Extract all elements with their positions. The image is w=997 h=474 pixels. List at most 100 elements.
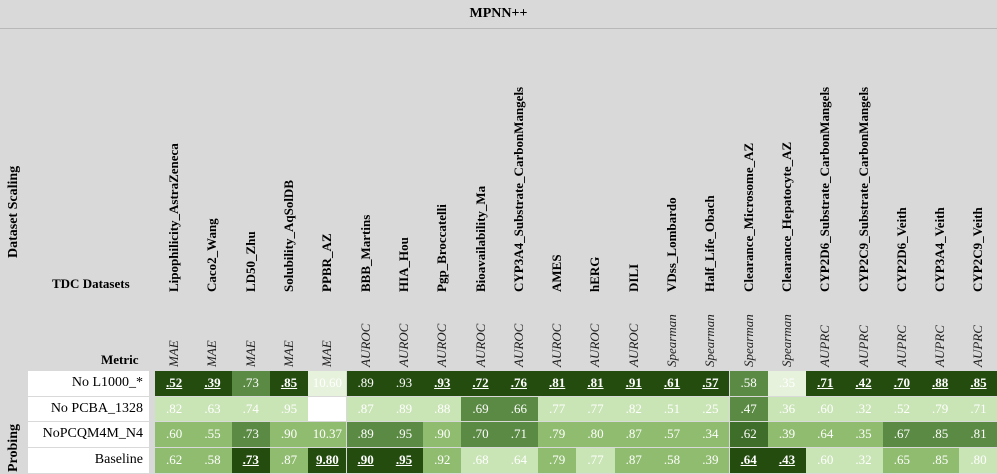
dataset-header: LD50_Zhu xyxy=(242,231,258,292)
metric-header: AUPRC xyxy=(855,325,871,367)
table-cell: .52 xyxy=(155,371,194,396)
metric-header: AUROC xyxy=(587,323,603,367)
metric-header: AUPRC xyxy=(817,325,833,367)
table-cell: .47 xyxy=(729,396,768,422)
table-cell: .74 xyxy=(231,396,270,422)
table-cell: .60 xyxy=(155,422,194,448)
table-cell: .88 xyxy=(423,396,462,422)
table-cell: .73 xyxy=(231,371,270,396)
table-cell: .85 xyxy=(959,371,997,396)
table-cell: .73 xyxy=(231,422,270,448)
table-cell: .61 xyxy=(652,371,692,396)
dataset-scaling-label: Dataset Scaling xyxy=(6,165,21,258)
table-cell: .81 xyxy=(538,371,577,396)
table-cell: .89 xyxy=(384,396,424,422)
metric-header: AUPRC xyxy=(893,325,909,367)
row-label: No PCBA_1328 xyxy=(28,396,149,422)
table-cell: .93 xyxy=(423,371,462,396)
table-cell: .79 xyxy=(538,422,577,448)
dataset-header: Clearance_Hepatocyte_AZ xyxy=(778,141,794,292)
table-cell: .81 xyxy=(576,371,615,396)
dataset-header: Caco2_Wang xyxy=(204,218,220,292)
table-cell: 10.60 xyxy=(308,371,347,396)
metric-header: Spearman xyxy=(740,314,756,367)
row-label: Baseline xyxy=(28,448,149,473)
table-cell: .76 xyxy=(499,371,538,396)
table-cell: .85 xyxy=(921,422,960,448)
table-cell: .91 xyxy=(614,371,653,396)
table-cell: .64 xyxy=(499,448,538,473)
table-cell: .42 xyxy=(844,371,883,396)
table-cell: .71 xyxy=(959,396,997,422)
dataset-header: Clearance_Microsome_AZ xyxy=(740,142,756,292)
table-cell: .63 xyxy=(193,396,232,422)
table-cell: .73 xyxy=(231,448,270,473)
metric-header: AUROC xyxy=(395,323,411,367)
table-cell: .95 xyxy=(269,396,309,422)
table-cell: .79 xyxy=(538,448,577,473)
metric-header: AUROC xyxy=(510,323,526,367)
table-cell: .87 xyxy=(269,448,309,473)
metric-header: AUPRC xyxy=(932,325,948,367)
dataset-header: CYP2D6_Veith xyxy=(893,207,909,292)
table-cell: .71 xyxy=(806,371,845,396)
table-cell: .32 xyxy=(844,448,883,473)
table-cell: .51 xyxy=(652,396,692,422)
table-cell: .60 xyxy=(806,448,845,473)
table-cell: .77 xyxy=(576,396,615,422)
table-cell: .57 xyxy=(691,371,730,396)
table-cell: 9.96 xyxy=(308,396,347,422)
table-cell: .57 xyxy=(652,422,692,448)
probing-label: Probing xyxy=(6,424,21,472)
metric-header: Spearman xyxy=(702,314,718,367)
dataset-header: Pgp_Broccatelli xyxy=(434,204,450,292)
table-cell: .87 xyxy=(346,396,385,422)
table-cell: .89 xyxy=(346,422,385,448)
tdc-datasets-label: TDC Datasets xyxy=(52,276,130,291)
table-cell: .60 xyxy=(806,396,845,422)
table-cell: .43 xyxy=(767,448,807,473)
metric-header: AUROC xyxy=(357,323,373,367)
table-cell: .77 xyxy=(538,396,577,422)
dataset-header: Solubility_AqSolDB xyxy=(281,180,297,292)
table-cell: .81 xyxy=(959,422,997,448)
dataset-header: BBB_Martins xyxy=(357,214,373,292)
dataset-header: HIA_Hou xyxy=(395,237,411,292)
table-cell: .62 xyxy=(155,448,194,473)
dataset-header: Lipophilicity_AstraZeneca xyxy=(166,143,182,292)
table-cell: .87 xyxy=(614,422,653,448)
table-cell: .89 xyxy=(346,371,385,396)
metric-header: MAE xyxy=(281,340,297,367)
table-cell: .64 xyxy=(806,422,845,448)
table-cell: .71 xyxy=(499,422,538,448)
table-cell: .65 xyxy=(882,448,921,473)
table-cell: .70 xyxy=(882,371,921,396)
table-cell: .80 xyxy=(576,422,615,448)
metric-header: AUPRC xyxy=(970,325,986,367)
dataset-header: CYP2C9_Veith xyxy=(970,207,986,292)
dataset-header: DILI xyxy=(625,263,641,292)
dataset-header: CYP2C9_Substrate_CarbonMangels xyxy=(855,86,871,292)
table-cell: .90 xyxy=(269,422,309,448)
table-cell: .88 xyxy=(921,371,960,396)
table-cell: .69 xyxy=(461,396,500,422)
metric-header: AUROC xyxy=(472,323,488,367)
dataset-header: CYP3A4_Substrate_CarbonMangels xyxy=(510,86,526,292)
table-cell: .70 xyxy=(461,422,500,448)
dataset-header: VDss_Lombardo xyxy=(664,197,680,292)
table-cell: .79 xyxy=(921,396,960,422)
table-cell: .34 xyxy=(691,422,730,448)
metric-header: Spearman xyxy=(664,314,680,367)
table-cell: .82 xyxy=(614,396,653,422)
metric-label: Metric xyxy=(101,352,139,367)
table-cell: .58 xyxy=(193,448,232,473)
table-cell: .90 xyxy=(346,448,385,473)
table-cell: .55 xyxy=(193,422,232,448)
metric-header: MAE xyxy=(204,340,220,367)
dataset-header: hERG xyxy=(587,256,603,292)
metric-header: MAE xyxy=(242,340,258,367)
table-cell: .92 xyxy=(423,448,462,473)
table-cell: .87 xyxy=(614,448,653,473)
metric-header: MAE xyxy=(166,340,182,367)
